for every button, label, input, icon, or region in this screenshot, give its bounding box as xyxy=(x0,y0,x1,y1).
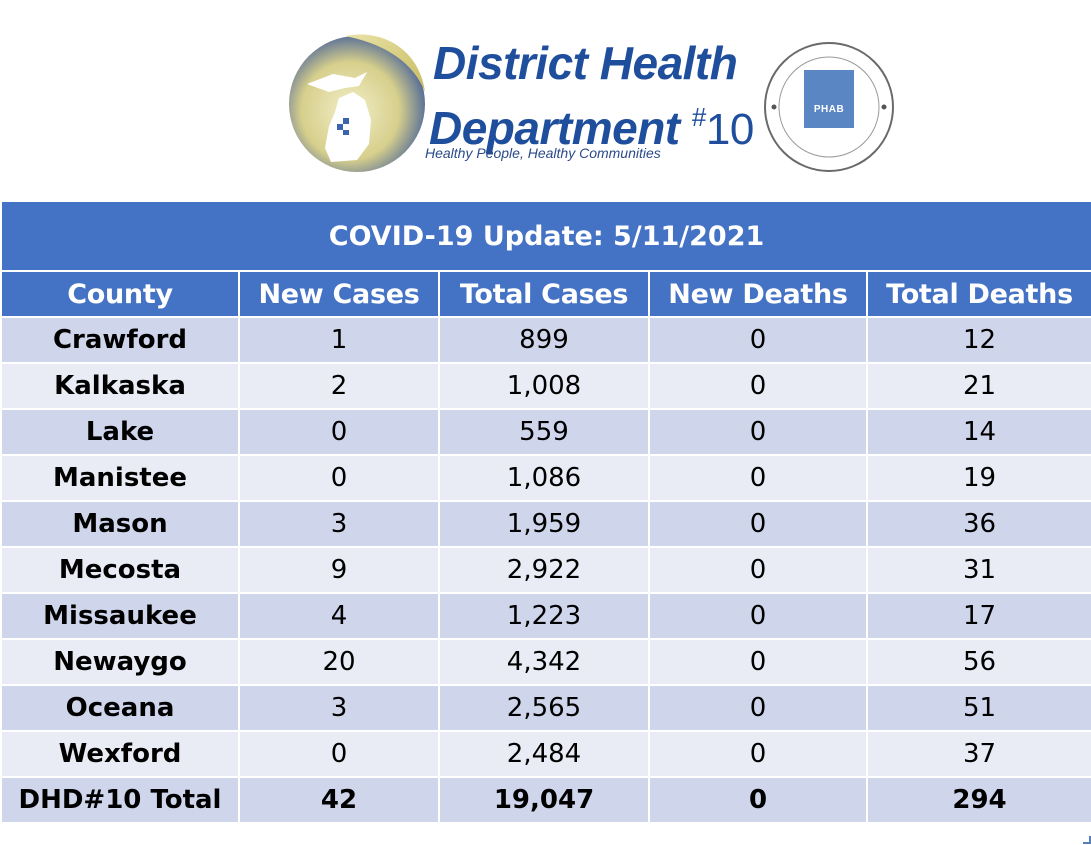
logo-line-2: Department #10 xyxy=(429,94,754,153)
table-row: Oceana 3 2,565 0 51 xyxy=(0,684,1091,732)
cell-new-deaths: 0 xyxy=(648,500,868,548)
cell-total-deaths: 17 xyxy=(865,592,1091,640)
cell-total-cases: 2,565 xyxy=(438,684,650,732)
cell-county: Mecosta xyxy=(0,546,240,594)
cell-total-deaths: 31 xyxy=(865,546,1091,594)
cell-new-deaths: 0 xyxy=(648,638,868,686)
cell-new-deaths: 0 xyxy=(648,684,868,732)
cell-total-cases: 4,342 xyxy=(438,638,650,686)
cell-new-cases: 20 xyxy=(238,638,440,686)
column-header-new-cases: New Cases xyxy=(238,270,440,318)
cell-county: Kalkaska xyxy=(0,362,240,410)
table-row: Missaukee 4 1,223 0 17 xyxy=(0,592,1091,640)
covid-table: COVID-19 Update: 5/11/2021 County New Ca… xyxy=(0,200,1091,824)
cell-county: Oceana xyxy=(0,684,240,732)
cell-total-deaths: 19 xyxy=(865,454,1091,502)
accreditation-seal-icon: PHAB xyxy=(762,40,896,174)
column-header-total-cases: Total Cases xyxy=(438,270,650,318)
corner-mark xyxy=(1083,836,1091,844)
cell-total-deaths: 37 xyxy=(865,730,1091,778)
cell-total-cases: 1,223 xyxy=(438,592,650,640)
cell-new-cases: 4 xyxy=(238,592,440,640)
cell-county: Crawford xyxy=(0,316,240,364)
cell-county: Missaukee xyxy=(0,592,240,640)
cell-total-deaths: 12 xyxy=(865,316,1091,364)
column-header-total-deaths: Total Deaths xyxy=(865,270,1091,318)
total-new-deaths: 0 xyxy=(648,776,868,824)
table-row: Lake 0 559 0 14 xyxy=(0,408,1091,456)
column-header-county: County xyxy=(0,270,240,318)
phab-label: PHAB xyxy=(813,104,845,115)
cell-new-deaths: 0 xyxy=(648,362,868,410)
total-total-cases: 19,047 xyxy=(438,776,650,824)
michigan-map-icon xyxy=(289,34,425,172)
cell-county: Mason xyxy=(0,500,240,548)
header-logos: District Health Department #10 Healthy P… xyxy=(0,0,1091,200)
cell-total-cases: 2,484 xyxy=(438,730,650,778)
table-row: Newaygo 20 4,342 0 56 xyxy=(0,638,1091,686)
column-header-new-deaths: New Deaths xyxy=(648,270,868,318)
total-row: DHD#10 Total 42 19,047 0 294 xyxy=(0,776,1091,824)
cell-new-cases: 0 xyxy=(238,454,440,502)
cell-new-cases: 0 xyxy=(238,730,440,778)
cell-total-deaths: 14 xyxy=(865,408,1091,456)
cell-total-deaths: 21 xyxy=(865,362,1091,410)
cell-new-cases: 3 xyxy=(238,684,440,732)
logo-line-1: District Health xyxy=(433,37,738,89)
cell-total-cases: 2,922 xyxy=(438,546,650,594)
phab-box: PHAB xyxy=(804,70,854,128)
logo-department: Department xyxy=(429,102,680,154)
logo-tagline: Healthy People, Healthy Communities xyxy=(425,145,661,161)
cell-total-cases: 1,008 xyxy=(438,362,650,410)
cell-total-deaths: 56 xyxy=(865,638,1091,686)
table-row: Crawford 1 899 0 12 xyxy=(0,316,1091,364)
total-new-cases: 42 xyxy=(238,776,440,824)
cell-county: Manistee xyxy=(0,454,240,502)
table-row: Mecosta 9 2,922 0 31 xyxy=(0,546,1091,594)
cell-new-cases: 1 xyxy=(238,316,440,364)
cell-total-cases: 1,959 xyxy=(438,500,650,548)
cell-total-cases: 1,086 xyxy=(438,454,650,502)
cell-total-cases: 559 xyxy=(438,408,650,456)
total-county: DHD#10 Total xyxy=(0,776,240,824)
dhd10-logo: District Health Department #10 xyxy=(285,22,754,182)
cell-new-deaths: 0 xyxy=(648,316,868,364)
table-row: Manistee 0 1,086 0 19 xyxy=(0,454,1091,502)
cell-new-deaths: 0 xyxy=(648,592,868,640)
total-total-deaths: 294 xyxy=(865,776,1091,824)
cell-total-cases: 899 xyxy=(438,316,650,364)
cell-total-deaths: 36 xyxy=(865,500,1091,548)
table-row: Wexford 0 2,484 0 37 xyxy=(0,730,1091,778)
cell-new-cases: 0 xyxy=(238,408,440,456)
cell-new-deaths: 0 xyxy=(648,454,868,502)
cell-total-deaths: 51 xyxy=(865,684,1091,732)
cell-new-deaths: 0 xyxy=(648,408,868,456)
cell-new-deaths: 0 xyxy=(648,730,868,778)
table-title: COVID-19 Update: 5/11/2021 xyxy=(0,200,1091,272)
table-row: Kalkaska 2 1,008 0 21 xyxy=(0,362,1091,410)
cell-county: Newaygo xyxy=(0,638,240,686)
cell-new-cases: 3 xyxy=(238,500,440,548)
table-row: Mason 3 1,959 0 36 xyxy=(0,500,1091,548)
cell-new-cases: 9 xyxy=(238,546,440,594)
logo-number: #10 xyxy=(691,102,754,154)
cell-county: Lake xyxy=(0,408,240,456)
cell-new-deaths: 0 xyxy=(648,546,868,594)
cell-new-cases: 2 xyxy=(238,362,440,410)
cell-county: Wexford xyxy=(0,730,240,778)
